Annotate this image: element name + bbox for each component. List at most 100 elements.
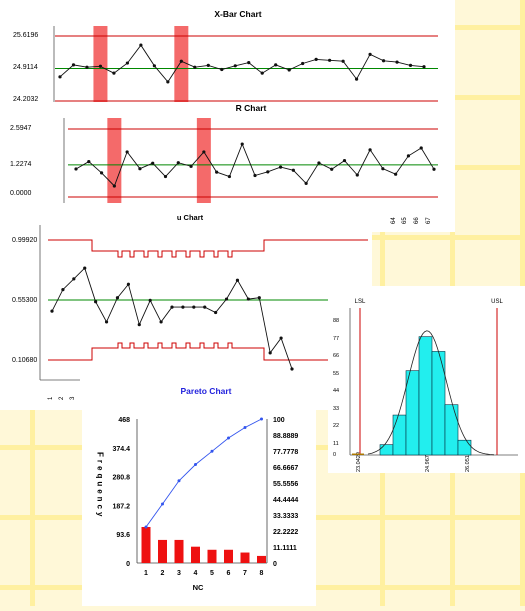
hist-y-55: 55 <box>333 371 339 377</box>
pareto-y-right-tick: 11.1111 <box>273 545 297 552</box>
r-point <box>304 181 308 185</box>
r-point <box>87 160 91 164</box>
u-point <box>104 320 109 324</box>
r-point <box>291 168 295 172</box>
hist-x-upper-value: 26.0517 <box>465 452 471 472</box>
u-point <box>170 305 174 309</box>
u-x-tick-3: 3 <box>70 396 76 400</box>
xbar-point <box>381 59 386 63</box>
pareto-x-tick: 6 <box>227 570 231 577</box>
pareto-x-tick: 5 <box>210 570 214 577</box>
pareto-y-left-tick: 374.4 <box>112 446 130 453</box>
xbar-point <box>274 63 278 67</box>
pareto-xlabel: NC <box>193 583 204 592</box>
xbar-point <box>287 68 291 72</box>
r-point <box>138 167 142 171</box>
xbar-point <box>408 63 413 67</box>
u-lcl-label: 0.10680 <box>12 357 37 364</box>
xbar-point <box>247 60 251 65</box>
xbar-chart: X-Bar Chart 25.6196 24.9114 24.2032 R Ch… <box>10 9 438 224</box>
xbar-point <box>233 64 237 68</box>
r-point <box>355 173 359 177</box>
pareto-bar <box>240 552 250 563</box>
histogram-chart: LSL USL 88 77 66 55 44 33 22 11 0 23.042… <box>333 299 518 472</box>
u-point <box>50 309 54 313</box>
r-chart-title: R Chart <box>236 103 267 113</box>
hist-x-mean-value: 24.9675 <box>425 452 431 472</box>
xbar-lcl-label: 24.2032 <box>13 96 38 103</box>
u-point <box>246 297 250 301</box>
pareto-x-tick: 3 <box>177 570 181 577</box>
r-point <box>112 184 116 188</box>
u-series-line <box>51 267 293 370</box>
r-point <box>151 161 155 165</box>
hist-y-66: 66 <box>333 353 339 359</box>
xbar-point <box>341 59 345 63</box>
xbar-cl-label: 24.9114 <box>13 64 38 71</box>
r-point <box>253 173 257 178</box>
pareto-y-left-tick: 468 <box>118 417 130 424</box>
r-point <box>368 148 372 152</box>
r-point <box>342 158 347 163</box>
u-point <box>148 298 152 303</box>
pareto-chart: Pareto Chart NC Frequency 468374.4280.81… <box>96 386 299 592</box>
xbar-point <box>395 60 399 64</box>
xbar-point <box>125 61 130 65</box>
u-cl-label: 0.55300 <box>12 297 37 304</box>
xbar-point <box>85 65 89 69</box>
hist-bar <box>418 336 433 456</box>
xbar-point <box>58 75 62 79</box>
histogram-panel: LSL USL 88 77 66 55 44 33 22 11 0 23.042… <box>328 286 525 473</box>
pareto-cumulative-point <box>177 479 181 483</box>
pareto-cumulative-point <box>243 425 247 429</box>
xbar-highlight-band <box>174 26 189 102</box>
r-point <box>189 164 193 168</box>
xbar-ucl-label: 25.6196 <box>13 32 38 39</box>
pareto-bar <box>207 549 217 563</box>
xbar-point <box>112 71 116 75</box>
hist-bar <box>444 404 459 456</box>
u-point <box>61 288 65 292</box>
lsl-label: LSL <box>355 299 366 305</box>
r-point <box>202 150 206 154</box>
hist-bar <box>392 414 407 456</box>
pareto-y-right-tick: 0 <box>273 561 277 568</box>
pareto-y-right-tick: 55.5556 <box>273 481 298 488</box>
pareto-x-tick: 1 <box>144 570 148 577</box>
u-point <box>268 351 272 355</box>
xbar-point <box>328 58 332 62</box>
u-point <box>214 310 218 315</box>
pareto-bar <box>224 549 233 563</box>
r-point <box>394 172 398 176</box>
pareto-bar <box>191 546 200 563</box>
pareto-cumulative-point <box>210 449 214 453</box>
xbar-point <box>368 52 372 56</box>
xbar-point <box>314 57 318 61</box>
pareto-y-right-tick: 88.8889 <box>273 433 298 440</box>
u-point <box>159 320 163 324</box>
pareto-y-right-tick: 66.6667 <box>273 465 298 472</box>
u-point <box>137 323 141 327</box>
pareto-cumulative-point <box>227 436 230 440</box>
r-point <box>330 167 334 171</box>
u-chart-panel: u Chart 0.99920 0.55300 0.10680 1 2 3 <box>0 210 372 410</box>
pareto-y-right-tick: 44.4444 <box>273 497 298 504</box>
hist-y-33: 33 <box>333 406 339 412</box>
xbar-point <box>166 80 170 84</box>
xbar-point <box>152 64 156 68</box>
hist-y-0: 0 <box>333 452 336 458</box>
u-point <box>181 305 185 309</box>
hist-y-22: 22 <box>333 423 339 429</box>
pareto-y-left-tick: 280.8 <box>112 475 130 482</box>
u-chart-title: u Chart <box>177 213 204 222</box>
hist-y-11: 11 <box>333 441 339 447</box>
r-point <box>278 165 283 169</box>
pareto-x-tick: 7 <box>243 570 247 577</box>
pareto-cumulative-point <box>194 463 197 467</box>
u-point <box>94 300 98 304</box>
hist-bar <box>457 439 472 456</box>
u-point <box>279 336 283 340</box>
u-point <box>126 282 130 286</box>
r-point <box>227 174 232 179</box>
pareto-cumulative-point <box>144 525 148 529</box>
